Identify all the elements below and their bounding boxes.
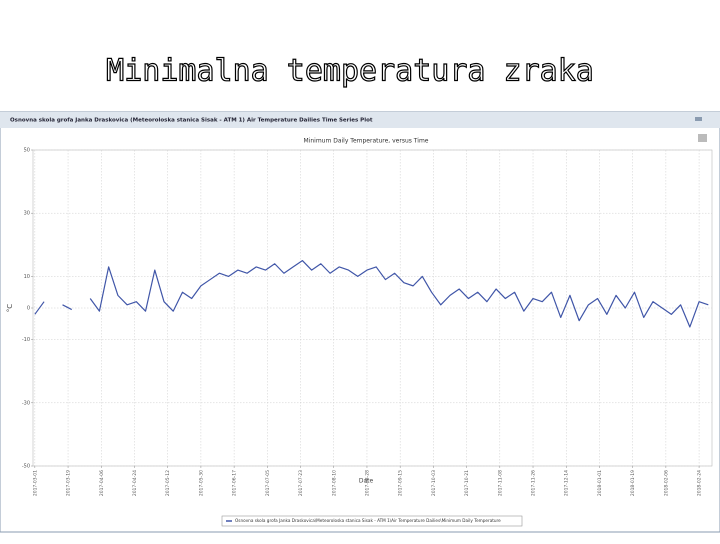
x-tick-label: 2017-03-19 <box>66 470 72 496</box>
legend <box>221 515 523 527</box>
y-tick-label: 0 <box>27 306 30 312</box>
print-icon[interactable] <box>698 134 707 142</box>
window-button[interactable] <box>695 117 702 121</box>
x-tick-label: 2018-01-01 <box>597 470 603 496</box>
x-tick-label: 2017-12-14 <box>564 470 570 496</box>
x-tick-label: 2017-08-28 <box>364 470 370 496</box>
x-tick-label: 2017-04-06 <box>99 470 105 496</box>
x-tick-label: 2017-03-01 <box>32 470 38 496</box>
window-titlebar <box>0 112 720 128</box>
y-axis-label: °C <box>6 304 14 313</box>
x-tick-label: 2017-10-21 <box>464 470 470 496</box>
legend-label: Osnovna skola grofa Janka Draskovica\Met… <box>235 518 501 523</box>
series-line <box>34 260 709 328</box>
x-tick-label: 2017-05-30 <box>198 470 204 496</box>
chart-title: Minimum Daily Temperature, versus Time <box>304 138 429 145</box>
x-tick-label: 2017-10-03 <box>431 470 437 496</box>
y-tick-label: -50 <box>22 464 30 470</box>
y-tick-label: 30 <box>24 211 30 217</box>
x-tick-label: 2017-07-05 <box>265 470 271 496</box>
x-tick-label: 2018-02-06 <box>663 470 669 496</box>
x-tick-label: 2018-01-19 <box>630 470 636 496</box>
x-tick-label: 2017-11-26 <box>531 470 537 496</box>
y-tick-label: -30 <box>22 400 30 406</box>
x-tick-label: 2017-11-08 <box>497 470 503 496</box>
x-tick-label: 2017-08-10 <box>331 470 337 496</box>
x-tick-label: 2017-05-12 <box>165 470 171 496</box>
x-tick-label: 2017-06-17 <box>232 470 238 496</box>
x-axis-label: Date <box>359 478 374 485</box>
y-tick-label: 10 <box>24 274 30 280</box>
window-title: Osnovna skola grofa Janka Draskovica (Me… <box>10 118 373 124</box>
x-tick-label: 2017-09-15 <box>398 470 404 496</box>
x-tick-label: 2017-04-24 <box>132 470 138 496</box>
y-tick-label: -10 <box>22 337 30 343</box>
x-tick-label: 2017-07-23 <box>298 470 304 496</box>
x-tick-label: 2018-02-24 <box>697 470 703 496</box>
y-tick-label: 50 <box>24 148 30 154</box>
slide-title: Minimalna temperatura zraka <box>106 54 594 89</box>
